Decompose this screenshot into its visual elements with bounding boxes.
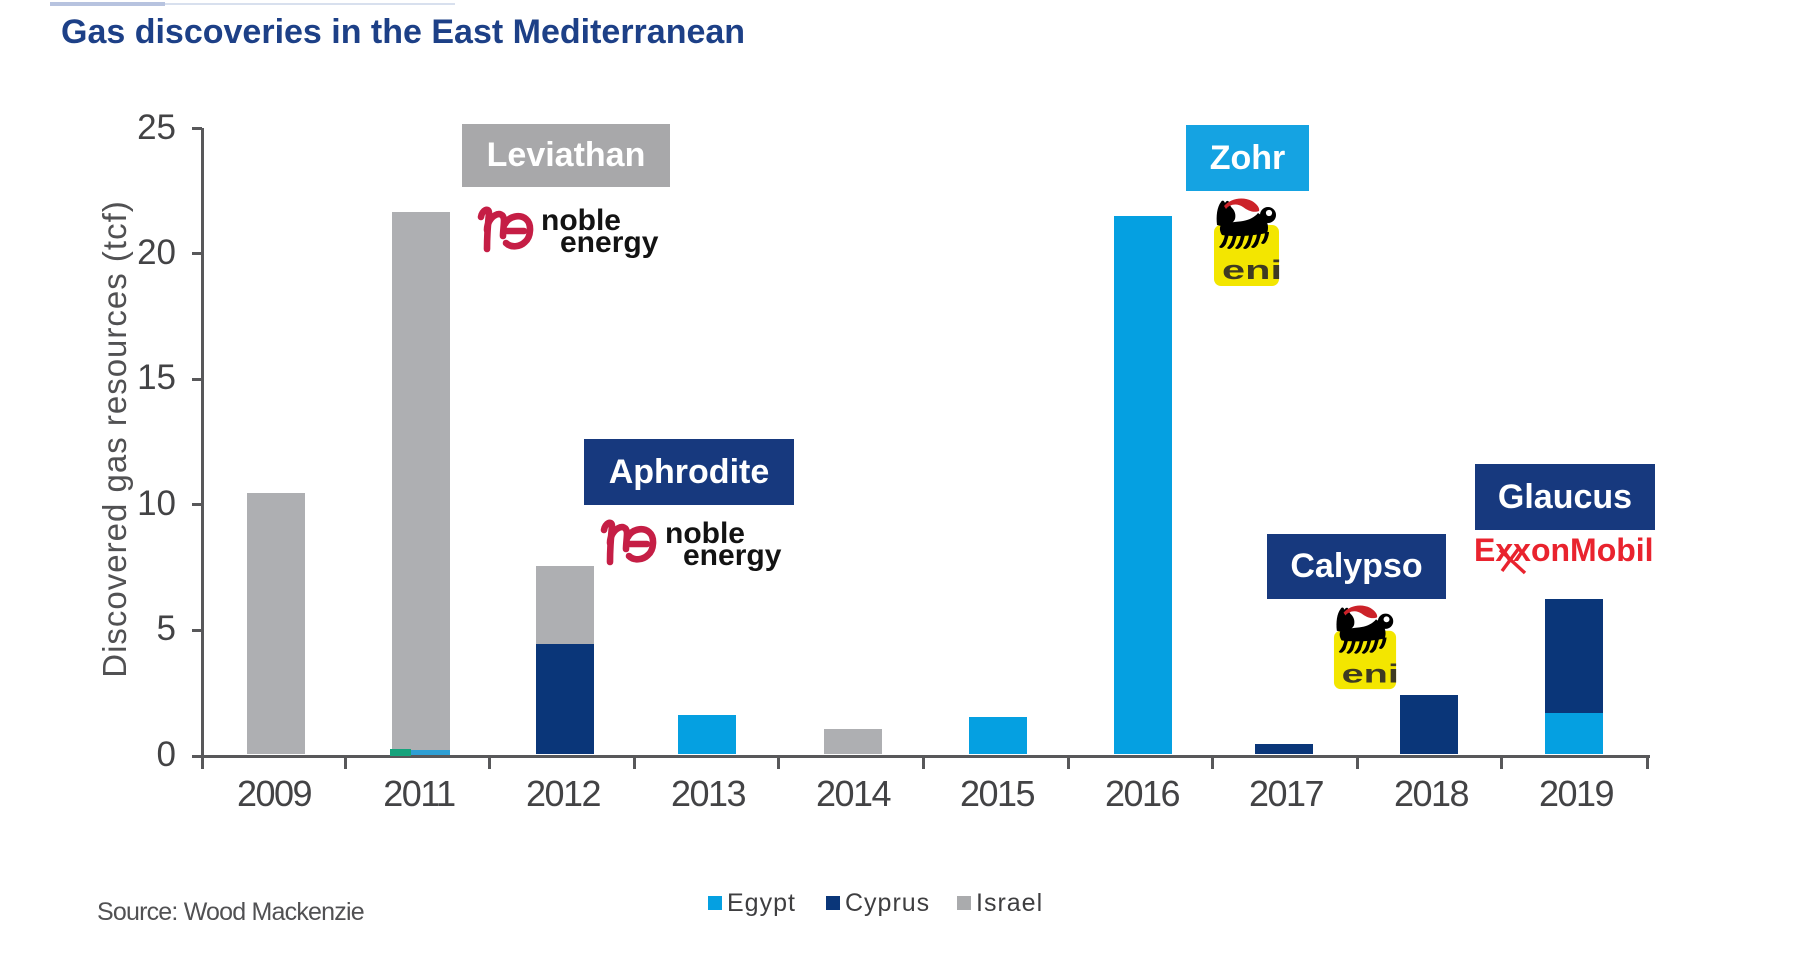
svg-text:eni: eni bbox=[1342, 660, 1398, 688]
svg-text:eni: eni bbox=[1222, 255, 1281, 285]
